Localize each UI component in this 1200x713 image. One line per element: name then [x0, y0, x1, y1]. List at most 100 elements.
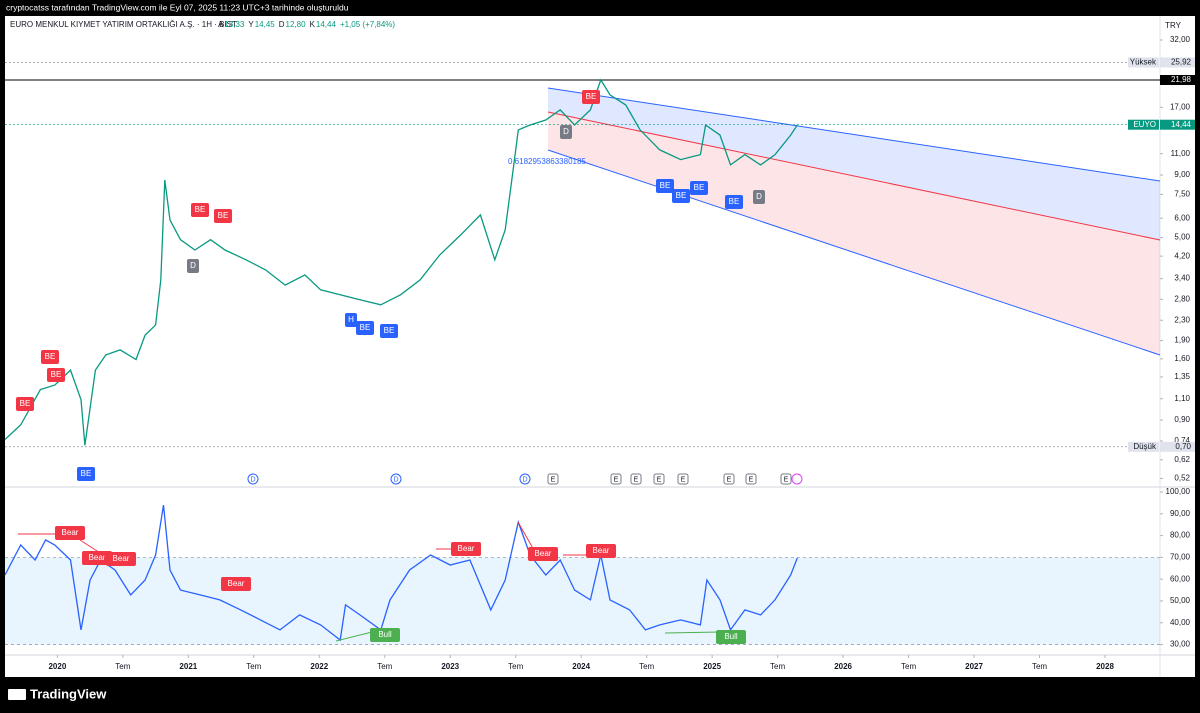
signal-badge	[47, 368, 65, 382]
price-name: EUYO	[1133, 120, 1156, 129]
event-icon	[791, 473, 803, 485]
signal-label: BE	[81, 469, 92, 478]
y-tick-label: 100,00	[1166, 487, 1191, 496]
y-tick-label: 1,10	[1174, 394, 1190, 403]
channel-lower	[548, 112, 1160, 355]
currency: TRY	[1165, 21, 1182, 30]
signal-badge	[582, 90, 600, 104]
chart-area	[5, 16, 1195, 677]
signal-label: BE	[218, 211, 229, 220]
y-tick-label: 0,52	[1174, 474, 1190, 483]
divergence-line	[664, 631, 721, 634]
ohlc-value: 14,45	[255, 20, 276, 29]
event-label: D	[250, 476, 255, 483]
y-tick-label: 1,60	[1174, 354, 1190, 363]
y-tick-label: 2,80	[1174, 294, 1190, 303]
event-label: D	[393, 476, 398, 483]
signal-label: Bear	[593, 546, 610, 555]
signal-badge	[55, 526, 85, 540]
y-tick-label: 60,00	[1170, 574, 1191, 583]
channel-upper	[548, 88, 1160, 240]
y-tick-label: 80,00	[1170, 531, 1191, 540]
signal-badge	[753, 190, 765, 204]
x-tick-label: 2028	[1096, 662, 1114, 671]
signal-badge	[451, 542, 481, 556]
ohlc-value: 13,33	[224, 20, 245, 29]
price-badge-label: 21,98	[1171, 75, 1192, 84]
signal-label: BE	[384, 326, 395, 335]
signal-badge	[380, 324, 398, 338]
event-label: D	[522, 476, 527, 483]
y-tick-label: 50,00	[1170, 596, 1191, 605]
ohlc-label: A	[218, 20, 224, 29]
signal-badge	[560, 125, 572, 139]
divergence-line	[335, 631, 373, 642]
signal-badge	[187, 259, 199, 273]
signal-badge	[77, 467, 95, 481]
x-tick-label: 2027	[965, 662, 983, 671]
brand: TradingView	[30, 686, 107, 701]
y-tick-label: 17,00	[1170, 102, 1191, 111]
y-tick-label: 30,00	[1170, 640, 1191, 649]
y-tick-label: 70,00	[1170, 552, 1191, 561]
signal-label: D	[190, 261, 196, 270]
ohlc-value: 14,44	[316, 20, 337, 29]
price-badge-label: 25,92	[1171, 58, 1192, 67]
ohlc-label: D	[279, 20, 285, 29]
signal-label: BE	[660, 181, 671, 190]
y-tick-label: 6,00	[1174, 213, 1190, 222]
event-label: E	[657, 476, 662, 483]
event-icon	[630, 473, 642, 485]
divergence-line	[79, 539, 109, 559]
price-badge-label: 14,44	[1171, 120, 1192, 129]
signal-badge	[528, 547, 558, 561]
channel-line	[547, 87, 1161, 182]
price-name-badge	[1128, 57, 1159, 68]
x-tick-label: 2023	[441, 662, 459, 671]
price-name-badge	[1128, 119, 1159, 130]
channel-line	[547, 111, 1161, 241]
signal-label: BE	[45, 352, 56, 361]
ohlc-label: Y	[248, 20, 254, 29]
signal-label: Bear	[535, 549, 552, 558]
change: +1,05 (+7,84%)	[340, 20, 395, 29]
y-tick-label: 9,00	[1174, 170, 1190, 179]
x-tick-label: 2022	[310, 662, 328, 671]
signal-badge	[672, 189, 690, 203]
event-label: E	[681, 476, 686, 483]
y-tick-label: 3,40	[1174, 274, 1190, 283]
event-label: E	[614, 476, 619, 483]
logo-mark	[8, 689, 26, 700]
event-icon	[677, 473, 689, 485]
signal-label: BE	[586, 92, 597, 101]
rsi-line	[4, 504, 798, 642]
y-tick-label: 90,00	[1170, 509, 1191, 518]
event-label: E	[727, 476, 732, 483]
price-name-badge	[1128, 441, 1159, 452]
y-tick-label: 0,74	[1174, 436, 1190, 445]
signal-label: BE	[694, 183, 705, 192]
signal-label: BE	[676, 191, 687, 200]
signal-label: Bear	[228, 579, 245, 588]
footer-logo: TradingView	[8, 686, 107, 701]
signal-badge	[370, 628, 400, 642]
event-icon	[745, 473, 757, 485]
y-tick-label: 4,20	[1174, 251, 1190, 260]
signal-label: Bull	[378, 630, 392, 639]
event-label: E	[551, 476, 556, 483]
y-tick-label: 0,90	[1174, 415, 1190, 424]
x-tick-label: 2025	[703, 662, 721, 671]
y-tick-label: 40,00	[1170, 618, 1191, 627]
event-icon	[390, 473, 402, 485]
signal-badge	[191, 203, 209, 217]
price-badge	[1160, 441, 1195, 452]
signal-badge	[356, 321, 374, 335]
signal-badge	[690, 181, 708, 195]
price-name: Yüksek	[1130, 58, 1157, 67]
signal-label: BE	[360, 323, 371, 332]
y-tick-label: 0,62	[1174, 455, 1190, 464]
event-icon	[723, 473, 735, 485]
ohlc-value: 12,80	[286, 20, 307, 29]
y-tick-label: 5,00	[1174, 233, 1190, 242]
